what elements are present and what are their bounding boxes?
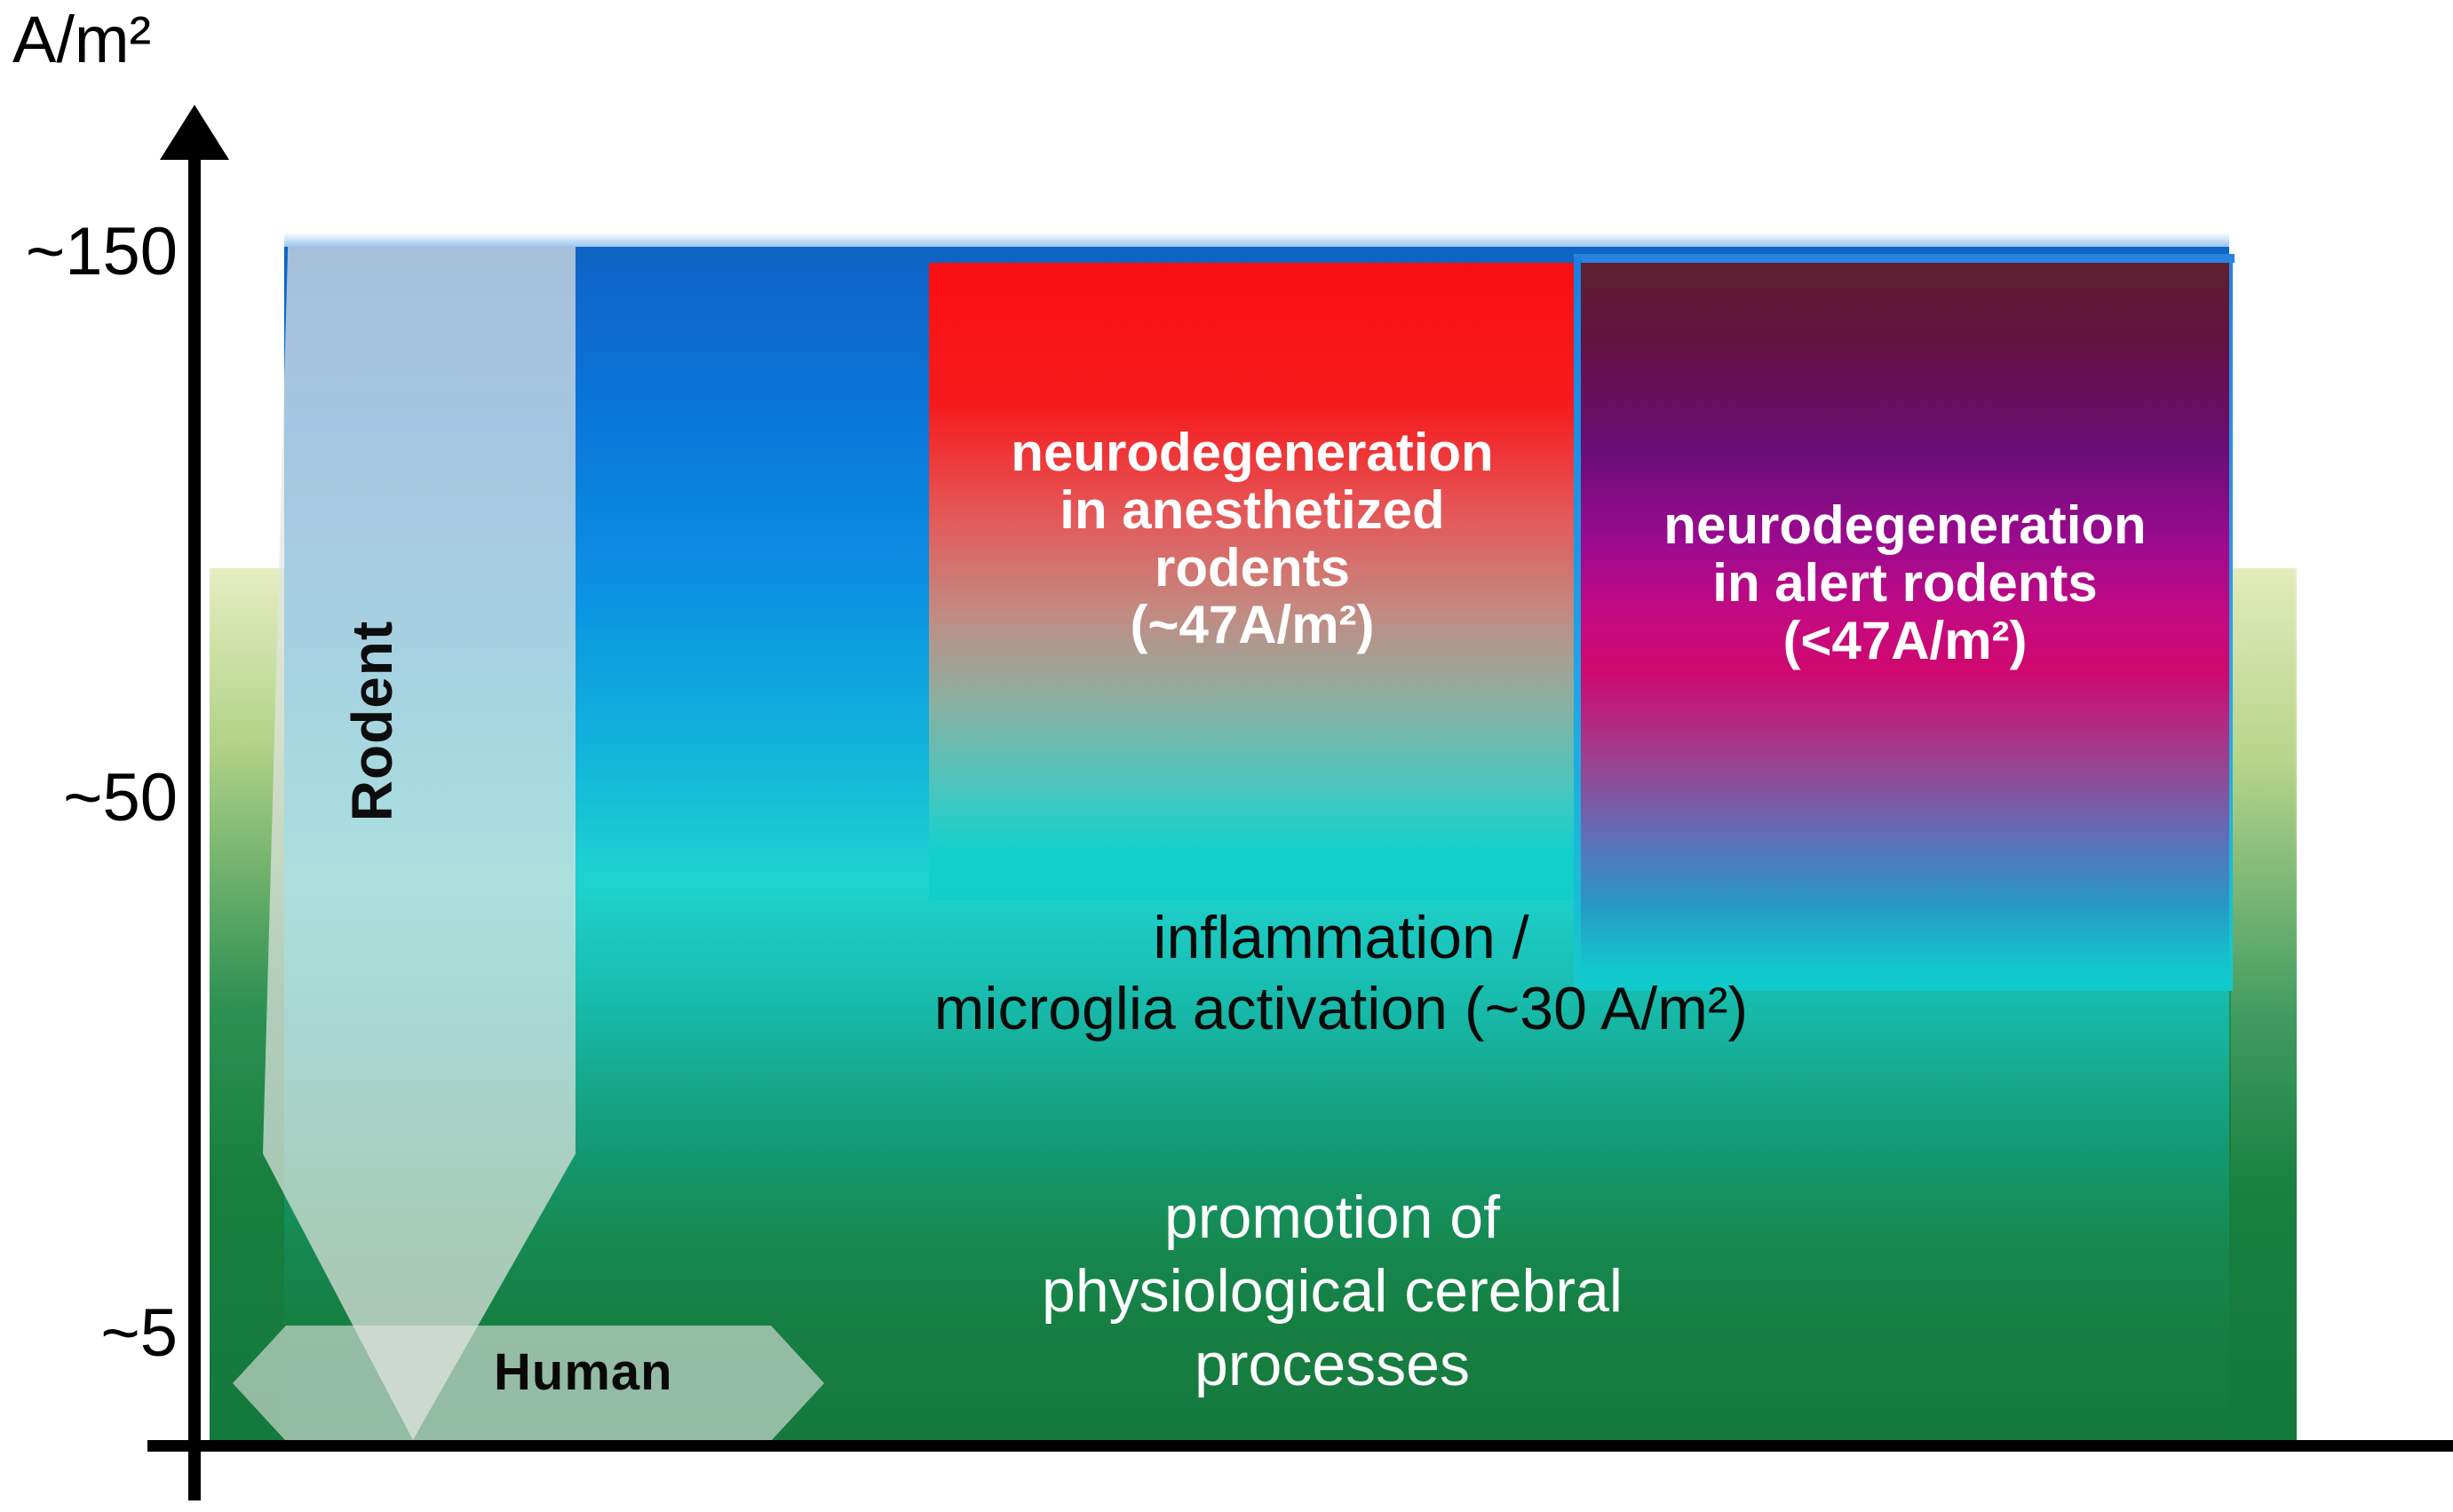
region-green-right-glow <box>2231 568 2297 1440</box>
promotion-physiological-label: promotion of physiological cerebral proc… <box>1042 1183 1623 1398</box>
region-alert-rodents-block <box>1581 263 2229 991</box>
rodent-range-label: Rodent <box>340 620 404 822</box>
y-axis-line <box>188 133 201 1500</box>
y-tick-label-5: ~5 <box>100 1295 178 1371</box>
region-anesthetized-rodents-block <box>929 263 1574 900</box>
y-tick-label-50: ~50 <box>63 760 178 835</box>
human-range-arrow <box>233 1326 824 1441</box>
alert-rodents-label: neurodegeneration in alert rodents (<47A… <box>1663 495 2147 670</box>
rodent-range-arrow <box>263 247 576 1440</box>
alert-block-left-edge <box>1574 257 1582 991</box>
x-axis-line <box>147 1440 2453 1452</box>
y-tick-label-150: ~150 <box>25 214 178 289</box>
inflammation-microglia-label: inflammation / microglia activation (~30… <box>933 904 1749 1043</box>
anesthetized-rodents-label: neurodegeneration in anesthetized rodent… <box>1011 423 1494 655</box>
y-axis-unit-label: A/m² <box>12 3 152 76</box>
alert-block-top-edge <box>1574 254 2235 263</box>
human-range-label: Human <box>494 1343 673 1401</box>
